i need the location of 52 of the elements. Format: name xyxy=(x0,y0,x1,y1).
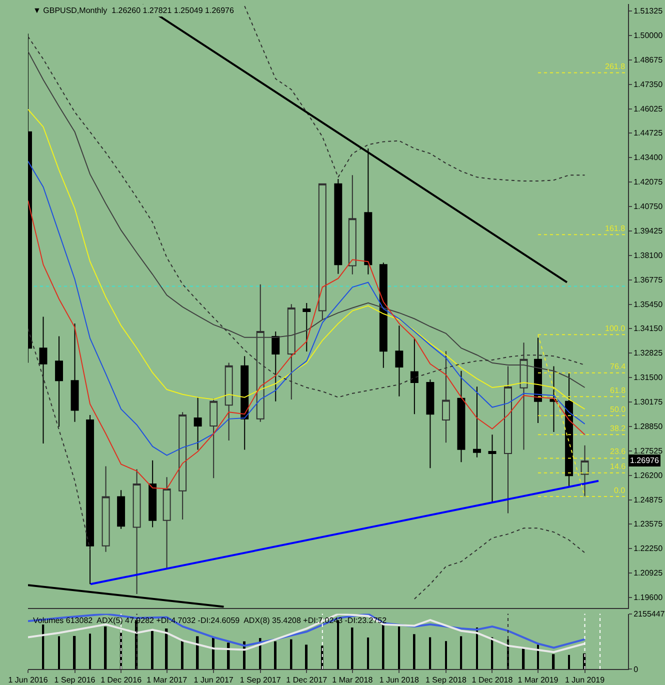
y-tick-label: 1.34150 xyxy=(634,324,664,334)
y-tick-label: 1.48675 xyxy=(634,56,664,65)
y-tick-label: 1.28850 xyxy=(634,422,664,432)
y-tick-label: 2155447 xyxy=(634,610,665,619)
annotation: 38.2 xyxy=(610,424,626,433)
x-tick-label: 1 Sep 2018 xyxy=(426,676,467,685)
annotation: 50.0 xyxy=(610,405,626,414)
annotation: 23.6 xyxy=(610,447,626,456)
annotation: 61.8 xyxy=(610,386,626,395)
y-tick-label: 1.51325 xyxy=(634,6,664,16)
y-tick-label: 1.36775 xyxy=(634,276,664,285)
x-tick-label: 1 Mar 2019 xyxy=(518,676,559,685)
y-tick-label: 1.50000 xyxy=(634,31,664,40)
y-tick-label: 1.39425 xyxy=(634,226,664,236)
y-tick-label: 1.19600 xyxy=(634,593,664,602)
annotation: 100.0 xyxy=(605,324,626,333)
y-tick-label: 1.46025 xyxy=(634,104,664,114)
x-tick-label: 1 Jun 2017 xyxy=(194,676,234,685)
y-tick-label: 1.27525 xyxy=(634,446,664,456)
y-tick-label: 1.24875 xyxy=(634,496,664,505)
y-tick-label: 1.43400 xyxy=(634,153,664,162)
x-tick-label: 1 Mar 2018 xyxy=(332,676,374,685)
y-tick-label: 1.42075 xyxy=(634,178,664,187)
chart-title: ▼ GBPUSD,Monthly 1.26260 1.27821 1.25049 1.26976 xyxy=(33,6,234,15)
annotation: 261.8 xyxy=(605,62,626,71)
y-tick-label: 1.26200 xyxy=(634,471,664,480)
x-tick-label: 1 Jun 2019 xyxy=(564,676,606,685)
x-tick-label: 1 Dec 2016 xyxy=(100,676,142,685)
y-tick-label: 1.23575 xyxy=(634,520,664,529)
y-tick-label: 1.40750 xyxy=(634,202,664,212)
annotation: 14.6 xyxy=(610,462,626,471)
annotation: 76.4 xyxy=(610,362,626,371)
y-tick-label: 1.38100 xyxy=(634,251,664,260)
y-tick-label: 1.30175 xyxy=(634,398,664,407)
annotation: 0.0 xyxy=(614,486,626,495)
x-tick-label: 1 Dec 2017 xyxy=(286,676,328,685)
annotation: 161.8 xyxy=(605,224,626,233)
y-tick-label: 1.31500 xyxy=(634,373,664,382)
annotation: 1.26976 xyxy=(630,456,660,465)
x-tick-label: 1 Sep 2016 xyxy=(54,676,96,685)
x-tick-label: 1 Sep 2017 xyxy=(240,676,282,685)
y-tick-label: 1.20925 xyxy=(634,568,664,578)
y-tick-label: 1.22250 xyxy=(634,544,664,554)
x-tick-label: 1 Mar 2017 xyxy=(146,676,188,685)
y-tick-label: 0 xyxy=(634,664,639,674)
x-tick-label: 1 Jun 2018 xyxy=(379,676,420,685)
y-tick-label: 1.32825 xyxy=(634,348,664,358)
y-tick-label: 1.47350 xyxy=(634,80,664,90)
x-tick-label: 1 Dec 2018 xyxy=(472,676,514,685)
y-tick-label: 1.44725 xyxy=(634,128,664,138)
x-tick-label: 1 Jun 2016 xyxy=(8,676,48,685)
y-tick-label: 1.35450 xyxy=(634,300,664,310)
